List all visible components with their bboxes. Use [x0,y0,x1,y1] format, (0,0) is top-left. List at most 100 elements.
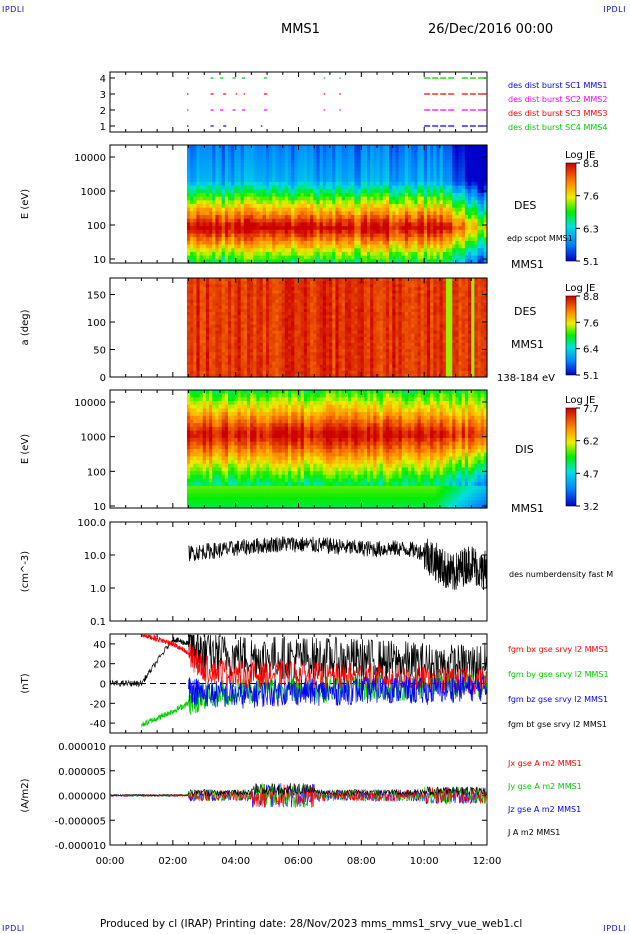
heatmap-cell [231,178,235,183]
heatmap-cell [269,308,273,313]
heatmap-cell [313,192,318,198]
heatmap-cell [474,152,479,157]
heatmap-cell [250,159,254,165]
heatmap-cell [202,364,207,369]
heatmap-cell [477,244,482,249]
heatmap-cell [329,181,333,187]
heatmap-cell [354,373,359,378]
heatmap-cell [449,248,453,253]
heatmap-cell [288,349,292,353]
heatmap-cell [474,215,479,220]
heatmap-cell [250,215,254,220]
heatmap-cell [341,346,346,350]
heatmap-cell [234,308,239,313]
heatmap-cell [253,211,258,216]
heatmap-cell [218,244,223,249]
heatmap-cell [186,302,191,307]
heatmap-cell [344,240,349,246]
heatmap-cell [231,296,235,301]
heatmap-cell [234,240,239,246]
heatmap-cell [452,229,457,235]
heatmap-cell [205,167,210,172]
heatmap-cell [294,211,299,216]
heatmap-cell [205,244,210,249]
heatmap-cell [483,145,488,150]
heatmap-cell [325,312,330,316]
heatmap-cell [464,244,469,249]
heatmap-cell [224,284,229,288]
heatmap-cell [354,358,359,363]
heatmap-cell [458,218,463,224]
heatmap-cell [272,327,276,332]
heatmap-cell [423,255,428,260]
heatmap-cell [259,152,264,157]
heatmap-cell [221,174,226,179]
heatmap-cell [288,255,292,260]
heatmap-cell [338,159,343,165]
heatmap-cell [325,185,330,190]
heatmap-cell [436,248,441,253]
heatmap-cell [344,248,349,253]
heatmap-cell [246,167,251,172]
heatmap-cell [275,346,280,350]
heatmap-cell [373,211,378,216]
heatmap-cell [288,330,292,335]
heatmap-cell [228,308,232,313]
heatmap-cell [288,218,292,224]
heatmap-cell [275,352,280,356]
heatmap-cell [436,145,441,150]
heatmap-cell [430,244,434,249]
heatmap-cell [357,237,362,242]
heatmap-cell [357,281,362,285]
heatmap-cell [322,287,327,291]
heatmap-cell [357,196,362,201]
heatmap-cell [240,312,245,316]
heatmap-cell [272,330,276,335]
heatmap-cell [231,315,235,319]
heatmap-cell [363,237,368,242]
heatmap-cell [269,211,273,216]
heatmap-cell [303,349,308,353]
heatmap-cell [306,259,311,264]
heatmap-cell [483,148,488,153]
heatmap-cell [215,370,220,375]
heatmap-cell [250,207,254,212]
heatmap-cell [338,170,343,176]
heatmap-cell [414,255,419,260]
heatmap-cell [433,145,438,150]
heatmap-cell [291,346,295,350]
heatmap-cell [360,211,365,216]
heatmap-cell [411,233,415,238]
heatmap-cell [354,240,359,246]
heatmap-cell [366,222,371,227]
heatmap-cell [300,373,305,378]
heatmap-cell [449,185,453,190]
heatmap-cell [445,248,450,253]
heatmap-cell [243,293,248,298]
heatmap-cell [262,324,267,329]
heatmap-cell [474,192,479,198]
heatmap-cell [224,373,229,378]
heatmap-cell [338,367,343,372]
heatmap-cell [303,336,308,341]
heatmap-cell [265,259,270,264]
heatmap-cell [385,163,390,168]
heatmap-cell [442,248,447,253]
heatmap-cell [341,233,346,238]
heatmap-cell [423,204,428,209]
heatmap-cell [376,156,381,161]
heatmap-cell [278,240,283,246]
heatmap-cell [231,211,235,216]
heatmap-cell [259,148,264,153]
heatmap-cell [278,222,283,227]
heatmap-cell [325,192,330,198]
heatmap-cell [272,346,276,350]
heatmap-cell [363,233,368,238]
heatmap-cell [193,204,198,209]
heatmap-cell [306,159,311,165]
heatmap-cell [272,189,276,194]
heatmap-cell [199,278,204,282]
heatmap-cell [401,185,406,190]
heatmap-cell [224,312,229,316]
heatmap-cell [357,321,362,325]
